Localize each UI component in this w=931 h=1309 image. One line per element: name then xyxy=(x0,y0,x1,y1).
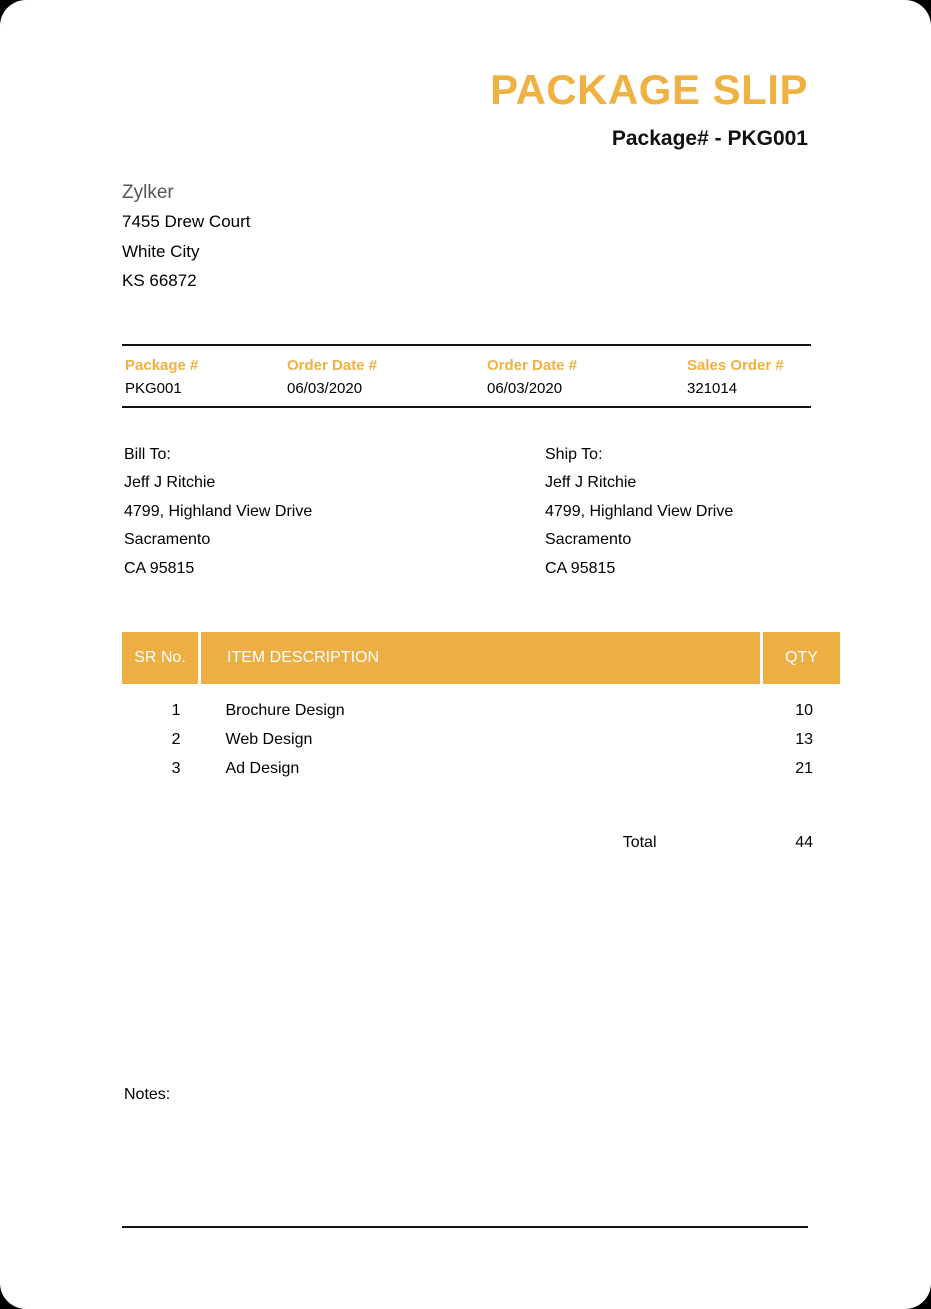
table-row: 1 Brochure Design 10 xyxy=(122,684,840,725)
info-header-sales-order-number: Sales Order # xyxy=(687,357,784,374)
info-table-value-row: PKG001 06/03/2020 06/03/2020 321014 xyxy=(122,377,811,407)
item-sr-no: 3 xyxy=(171,759,181,777)
footer-divider xyxy=(122,1226,808,1228)
ship-to-line: Sacramento xyxy=(545,531,632,549)
package-info-table: Package # Order Date # Order Date # Sale… xyxy=(122,344,811,408)
item-sr-no: 2 xyxy=(171,730,181,748)
ship-to-block: Ship To: Jeff J Ritchie 4799, Highland V… xyxy=(545,441,733,583)
info-value-package-number: PKG001 xyxy=(125,380,182,397)
package-number-subtitle: Package# - PKG001 xyxy=(611,127,808,151)
ship-to-line: Jeff J Ritchie xyxy=(545,474,637,492)
document-header: PACKAGE SLIP Package# - PKG001 xyxy=(122,66,808,151)
item-description: Web Design xyxy=(225,730,313,748)
ship-to-line: CA 95815 xyxy=(545,559,616,577)
total-spacer xyxy=(122,783,200,857)
company-address-line: White City xyxy=(122,241,200,261)
items-header-item-description: ITEM DESCRIPTION xyxy=(199,632,763,684)
info-table-header-row: Package # Order Date # Order Date # Sale… xyxy=(122,345,811,377)
company-name: Zylker xyxy=(122,182,174,203)
bill-to-label: Bill To: xyxy=(124,446,171,463)
info-header-order-date: Order Date # xyxy=(287,357,378,374)
items-table-header-row: SR No. ITEM DESCRIPTION QTY xyxy=(122,632,840,684)
notes-label: Notes: xyxy=(124,1086,171,1103)
items-header-sr-no: SR No. xyxy=(122,632,201,684)
bill-to-line: CA 95815 xyxy=(124,559,195,577)
item-sr-no: 1 xyxy=(171,701,181,719)
info-header-package-number: Package # xyxy=(125,357,199,374)
line-items-table: SR No. ITEM DESCRIPTION QTY 1 Brochure D… xyxy=(122,632,840,857)
company-address-block: Zylker 7455 Drew Court White City KS 668… xyxy=(122,178,251,295)
total-value: 44 xyxy=(795,833,813,851)
item-description: Ad Design xyxy=(225,759,300,777)
company-address-line: KS 66872 xyxy=(122,270,197,290)
ship-to-label: Ship To: xyxy=(545,446,603,463)
items-header-qty: QTY xyxy=(761,632,840,684)
item-qty: 10 xyxy=(795,701,813,719)
bill-to-line: Sacramento xyxy=(124,531,211,549)
item-qty: 13 xyxy=(795,730,813,748)
company-address-line: 7455 Drew Court xyxy=(122,212,251,232)
info-value-sales-order-number: 321014 xyxy=(687,380,738,397)
ship-to-line: 4799, Highland View Drive xyxy=(545,502,734,520)
item-qty: 21 xyxy=(795,759,813,777)
total-label: Total xyxy=(622,833,657,851)
page-title: PACKAGE SLIP xyxy=(490,66,808,113)
table-row: 3 Ad Design 21 xyxy=(122,754,840,783)
bill-to-block: Bill To: Jeff J Ritchie 4799, Highland V… xyxy=(124,441,312,583)
info-header-order-date-secondary: Order Date # xyxy=(487,357,578,374)
table-row: 2 Web Design 13 xyxy=(122,725,840,754)
bill-to-line: 4799, Highland View Drive xyxy=(124,502,313,520)
info-value-order-date: 06/03/2020 xyxy=(287,380,363,397)
item-description: Brochure Design xyxy=(225,701,345,719)
total-row: Total 44 xyxy=(122,783,840,857)
bill-to-line: Jeff J Ritchie xyxy=(124,474,216,492)
document-content: PACKAGE SLIP Package# - PKG001 Zylker 74… xyxy=(122,0,840,1309)
info-value-order-date-secondary: 06/03/2020 xyxy=(487,380,563,397)
